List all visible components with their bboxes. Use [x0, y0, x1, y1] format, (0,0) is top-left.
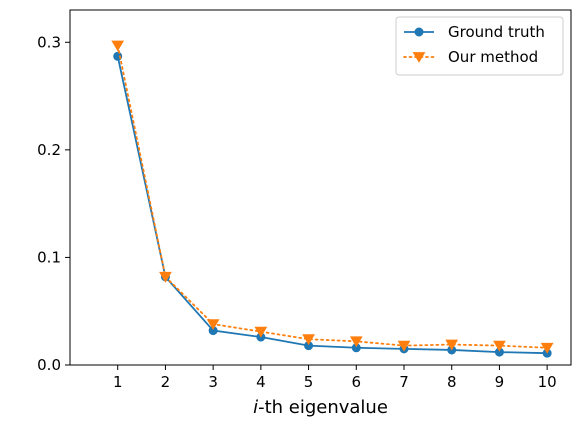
series-our-method	[111, 40, 554, 354]
y-tick-label: 0.2	[37, 141, 61, 159]
data-point-our-method	[349, 336, 363, 348]
x-tick-label: 4	[256, 373, 266, 391]
x-tick-label: 1	[113, 373, 123, 391]
x-tick-label: 5	[304, 373, 314, 391]
y-tick-label: 0.0	[37, 356, 61, 374]
legend-box	[395, 16, 564, 76]
series-line-ground-truth	[116, 56, 548, 355]
x-tick-label: 9	[495, 373, 505, 391]
series-ground-truth	[113, 51, 552, 358]
y-axis-ticks: 0.0 0.1 0.2 0.3	[37, 33, 70, 374]
data-point-our-method	[540, 342, 554, 354]
legend: Ground truth Our method	[395, 16, 564, 76]
x-axis-label-rest: -th eigenvalue	[258, 397, 388, 418]
x-tick-label: 3	[208, 373, 218, 391]
series-layer	[111, 40, 554, 358]
x-tick-label: 6	[352, 373, 362, 391]
x-axis-label: i-th eigenvalue	[253, 397, 388, 418]
data-point-our-method	[159, 271, 172, 283]
series-line-our-method	[116, 44, 549, 349]
x-tick-label: 2	[161, 373, 171, 391]
y-tick-label: 0.1	[37, 248, 61, 266]
legend-marker	[414, 27, 424, 37]
legend-entry-our-method: Our method	[403, 48, 538, 66]
y-tick-label: 0.3	[37, 33, 61, 51]
x-tick-label: 8	[447, 373, 457, 391]
legend-label: Our method	[448, 48, 538, 66]
x-tick-label: 7	[399, 373, 409, 391]
data-point-our-method	[206, 319, 220, 331]
legend-entries: Ground truth Our method	[403, 23, 545, 66]
x-axis-label-italic: i	[253, 397, 258, 418]
legend-entry-ground-truth: Ground truth	[404, 23, 545, 41]
data-point-our-method	[493, 340, 506, 352]
x-axis-ticks: 1 2 3 4 5 6 7 8 9 10	[113, 365, 557, 391]
data-point-our-method	[302, 334, 315, 346]
data-point-our-method	[111, 40, 125, 52]
legend-marker	[412, 52, 426, 63]
data-point-our-method	[254, 326, 268, 338]
plot-frame	[69, 9, 572, 366]
x-tick-label: 10	[538, 373, 557, 391]
data-point-our-method	[397, 340, 411, 352]
legend-label: Ground truth	[448, 23, 545, 41]
data-point-our-method	[445, 339, 459, 351]
